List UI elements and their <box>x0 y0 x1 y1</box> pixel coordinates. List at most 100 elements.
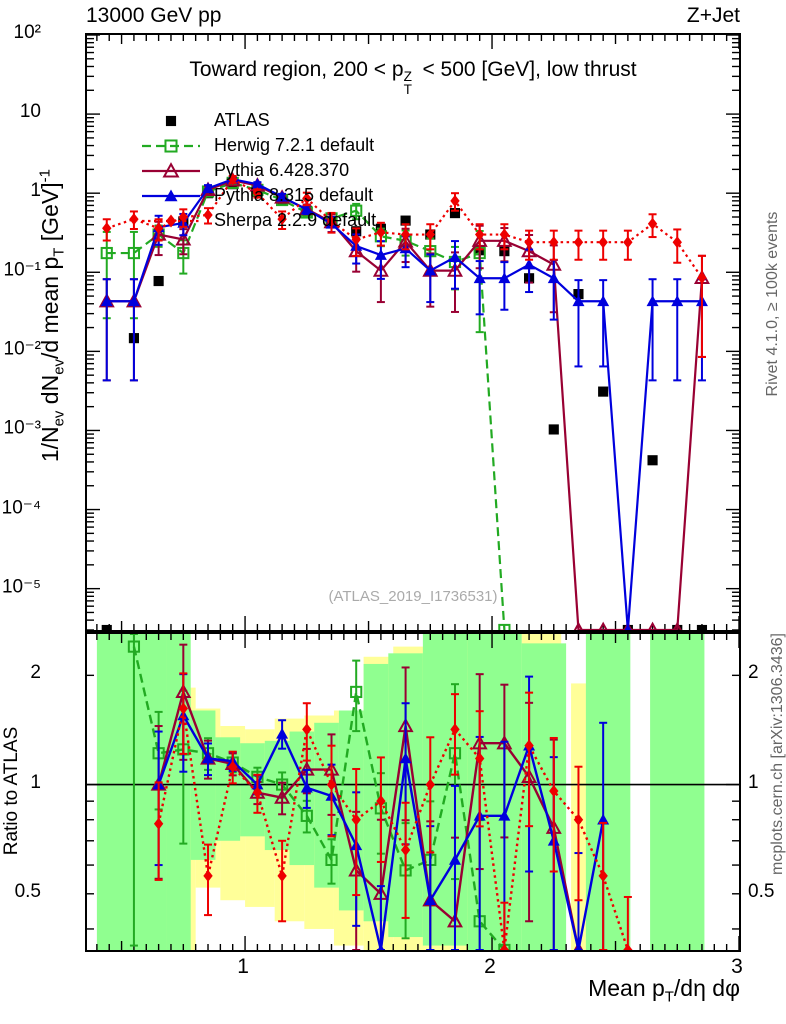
data-point-marker <box>300 781 313 793</box>
data-point-marker <box>499 228 510 241</box>
data-point-marker <box>547 272 560 284</box>
legend: ATLAS Herwig 7.2.1 default Pythia 6.428.37… <box>140 108 376 233</box>
legend-item-atlas[interactable]: ATLAS <box>140 108 376 133</box>
xlab-b: /dη dφ <box>673 975 740 1001</box>
data-point-marker <box>164 189 178 201</box>
legend-item-pythia[interactable]: Pythia 6.428.370 <box>140 158 376 183</box>
y-tick-label: 10⁻³ <box>3 417 42 439</box>
data-point-marker <box>178 702 188 715</box>
series-herwig <box>100 176 511 637</box>
xlab-a: Mean p <box>588 975 665 1001</box>
series-line <box>106 181 506 631</box>
data-point-marker <box>573 813 584 826</box>
data-point-marker <box>100 246 113 260</box>
data-point-marker <box>646 295 659 307</box>
ylab-a-sub: ev <box>50 410 68 427</box>
data-point-marker <box>165 115 177 126</box>
data-point-marker <box>424 264 437 276</box>
data-point-marker <box>697 271 707 284</box>
xlab-a-sub: T <box>664 988 674 1006</box>
legend-item-pythia[interactable]: Pythia 8.315 default <box>140 183 376 208</box>
data-point-marker <box>228 760 238 773</box>
y-tick-label: 1 <box>30 180 41 202</box>
data-point-marker <box>376 226 386 239</box>
title-sup: Z <box>403 68 412 84</box>
data-point-marker <box>450 194 460 207</box>
uncertainty-band <box>96 634 167 950</box>
data-point-marker <box>153 817 164 830</box>
data-point-marker <box>498 272 511 284</box>
data-point-marker <box>623 236 633 249</box>
ratio-tick-label: 0.5 <box>748 880 775 902</box>
data-point-marker <box>597 295 610 307</box>
data-point-marker <box>252 187 263 200</box>
ylab-c-sub: T <box>50 247 68 257</box>
data-point-marker <box>524 236 534 249</box>
uncertainty-band <box>650 634 705 950</box>
data-point-marker <box>450 723 460 736</box>
data-point-marker <box>573 236 584 249</box>
data-point-marker <box>350 685 363 699</box>
data-point-marker <box>696 624 708 636</box>
legend-item-sherpa[interactable]: Sherpa 2.2.9 default <box>140 208 376 233</box>
y-axis-label: 1/Nev dNev/d mean pT [GeV]-1 <box>36 36 67 596</box>
legend-marker <box>140 136 202 156</box>
data-point-marker <box>300 203 313 215</box>
data-point-marker <box>598 236 608 249</box>
data-point-marker <box>203 208 213 221</box>
legend-label: Sherpa 2.2.9 default <box>214 210 377 230</box>
data-point-marker <box>597 813 610 825</box>
ratio-tick-label: 1 <box>30 771 41 793</box>
legend-marker <box>140 211 202 231</box>
rivet-version-label: Rivet 4.1.0, ≥ 100k events <box>764 211 781 397</box>
data-point-marker <box>302 723 312 736</box>
data-point-marker <box>400 844 411 857</box>
data-point-marker <box>164 138 178 153</box>
data-point-marker <box>202 182 215 194</box>
x-tick-label: 3 <box>731 955 743 978</box>
data-point-marker <box>400 215 411 226</box>
data-point-marker <box>302 192 312 205</box>
y-tick-label: 10² <box>13 22 41 43</box>
main-plot-svg <box>87 34 740 637</box>
data-point-marker <box>374 249 387 260</box>
data-point-marker <box>498 809 511 821</box>
data-point-marker <box>251 178 264 189</box>
data-point-marker <box>202 752 215 764</box>
mcplots-source-label: mcplots.cern.ch [arXiv:1306.3436] <box>769 633 786 875</box>
ratio-plot-svg <box>87 633 740 957</box>
uncertainty-band <box>585 634 631 950</box>
data-point-marker <box>351 813 361 826</box>
ratio-tick-label: 2 <box>30 662 41 684</box>
x-axis-label: Mean pT/dη dφ <box>588 975 740 1006</box>
header-process-label: Z+Jet <box>686 4 740 27</box>
data-point-marker <box>425 228 435 241</box>
data-point-marker <box>473 272 486 284</box>
y-tick-label: 10⁻¹ <box>3 259 42 281</box>
legend-item-herwig[interactable]: Herwig 7.2.1 default <box>140 133 376 158</box>
ratio-tick-label: 1 <box>748 771 759 793</box>
data-point-marker <box>425 778 435 791</box>
data-point-marker <box>274 789 291 804</box>
data-point-marker <box>276 727 289 739</box>
data-point-marker <box>127 295 140 307</box>
main-plot-panel <box>85 33 741 637</box>
legend-label: Pythia 6.428.370 <box>214 160 350 180</box>
series-sherpa <box>102 173 707 358</box>
legend-label: Herwig 7.2.1 default <box>214 135 375 155</box>
data-point-marker <box>548 424 559 435</box>
ylab-b-sub: ev <box>50 359 68 375</box>
data-point-marker <box>400 228 411 241</box>
y-tick-label: 10⁻² <box>3 338 42 360</box>
data-point-marker <box>671 295 684 307</box>
legend-marker <box>140 111 202 131</box>
data-point-marker <box>129 213 139 226</box>
data-point-marker <box>276 190 289 202</box>
data-point-marker <box>178 210 188 223</box>
uncertainty-band <box>338 710 364 911</box>
y-tick-label: 10⁻⁴ <box>1 497 41 519</box>
legend-label: ATLAS <box>214 110 270 130</box>
data-point-marker <box>475 228 485 241</box>
data-point-marker <box>203 869 213 882</box>
analysis-watermark: (ATLAS_2019_I1736531) <box>328 588 498 605</box>
